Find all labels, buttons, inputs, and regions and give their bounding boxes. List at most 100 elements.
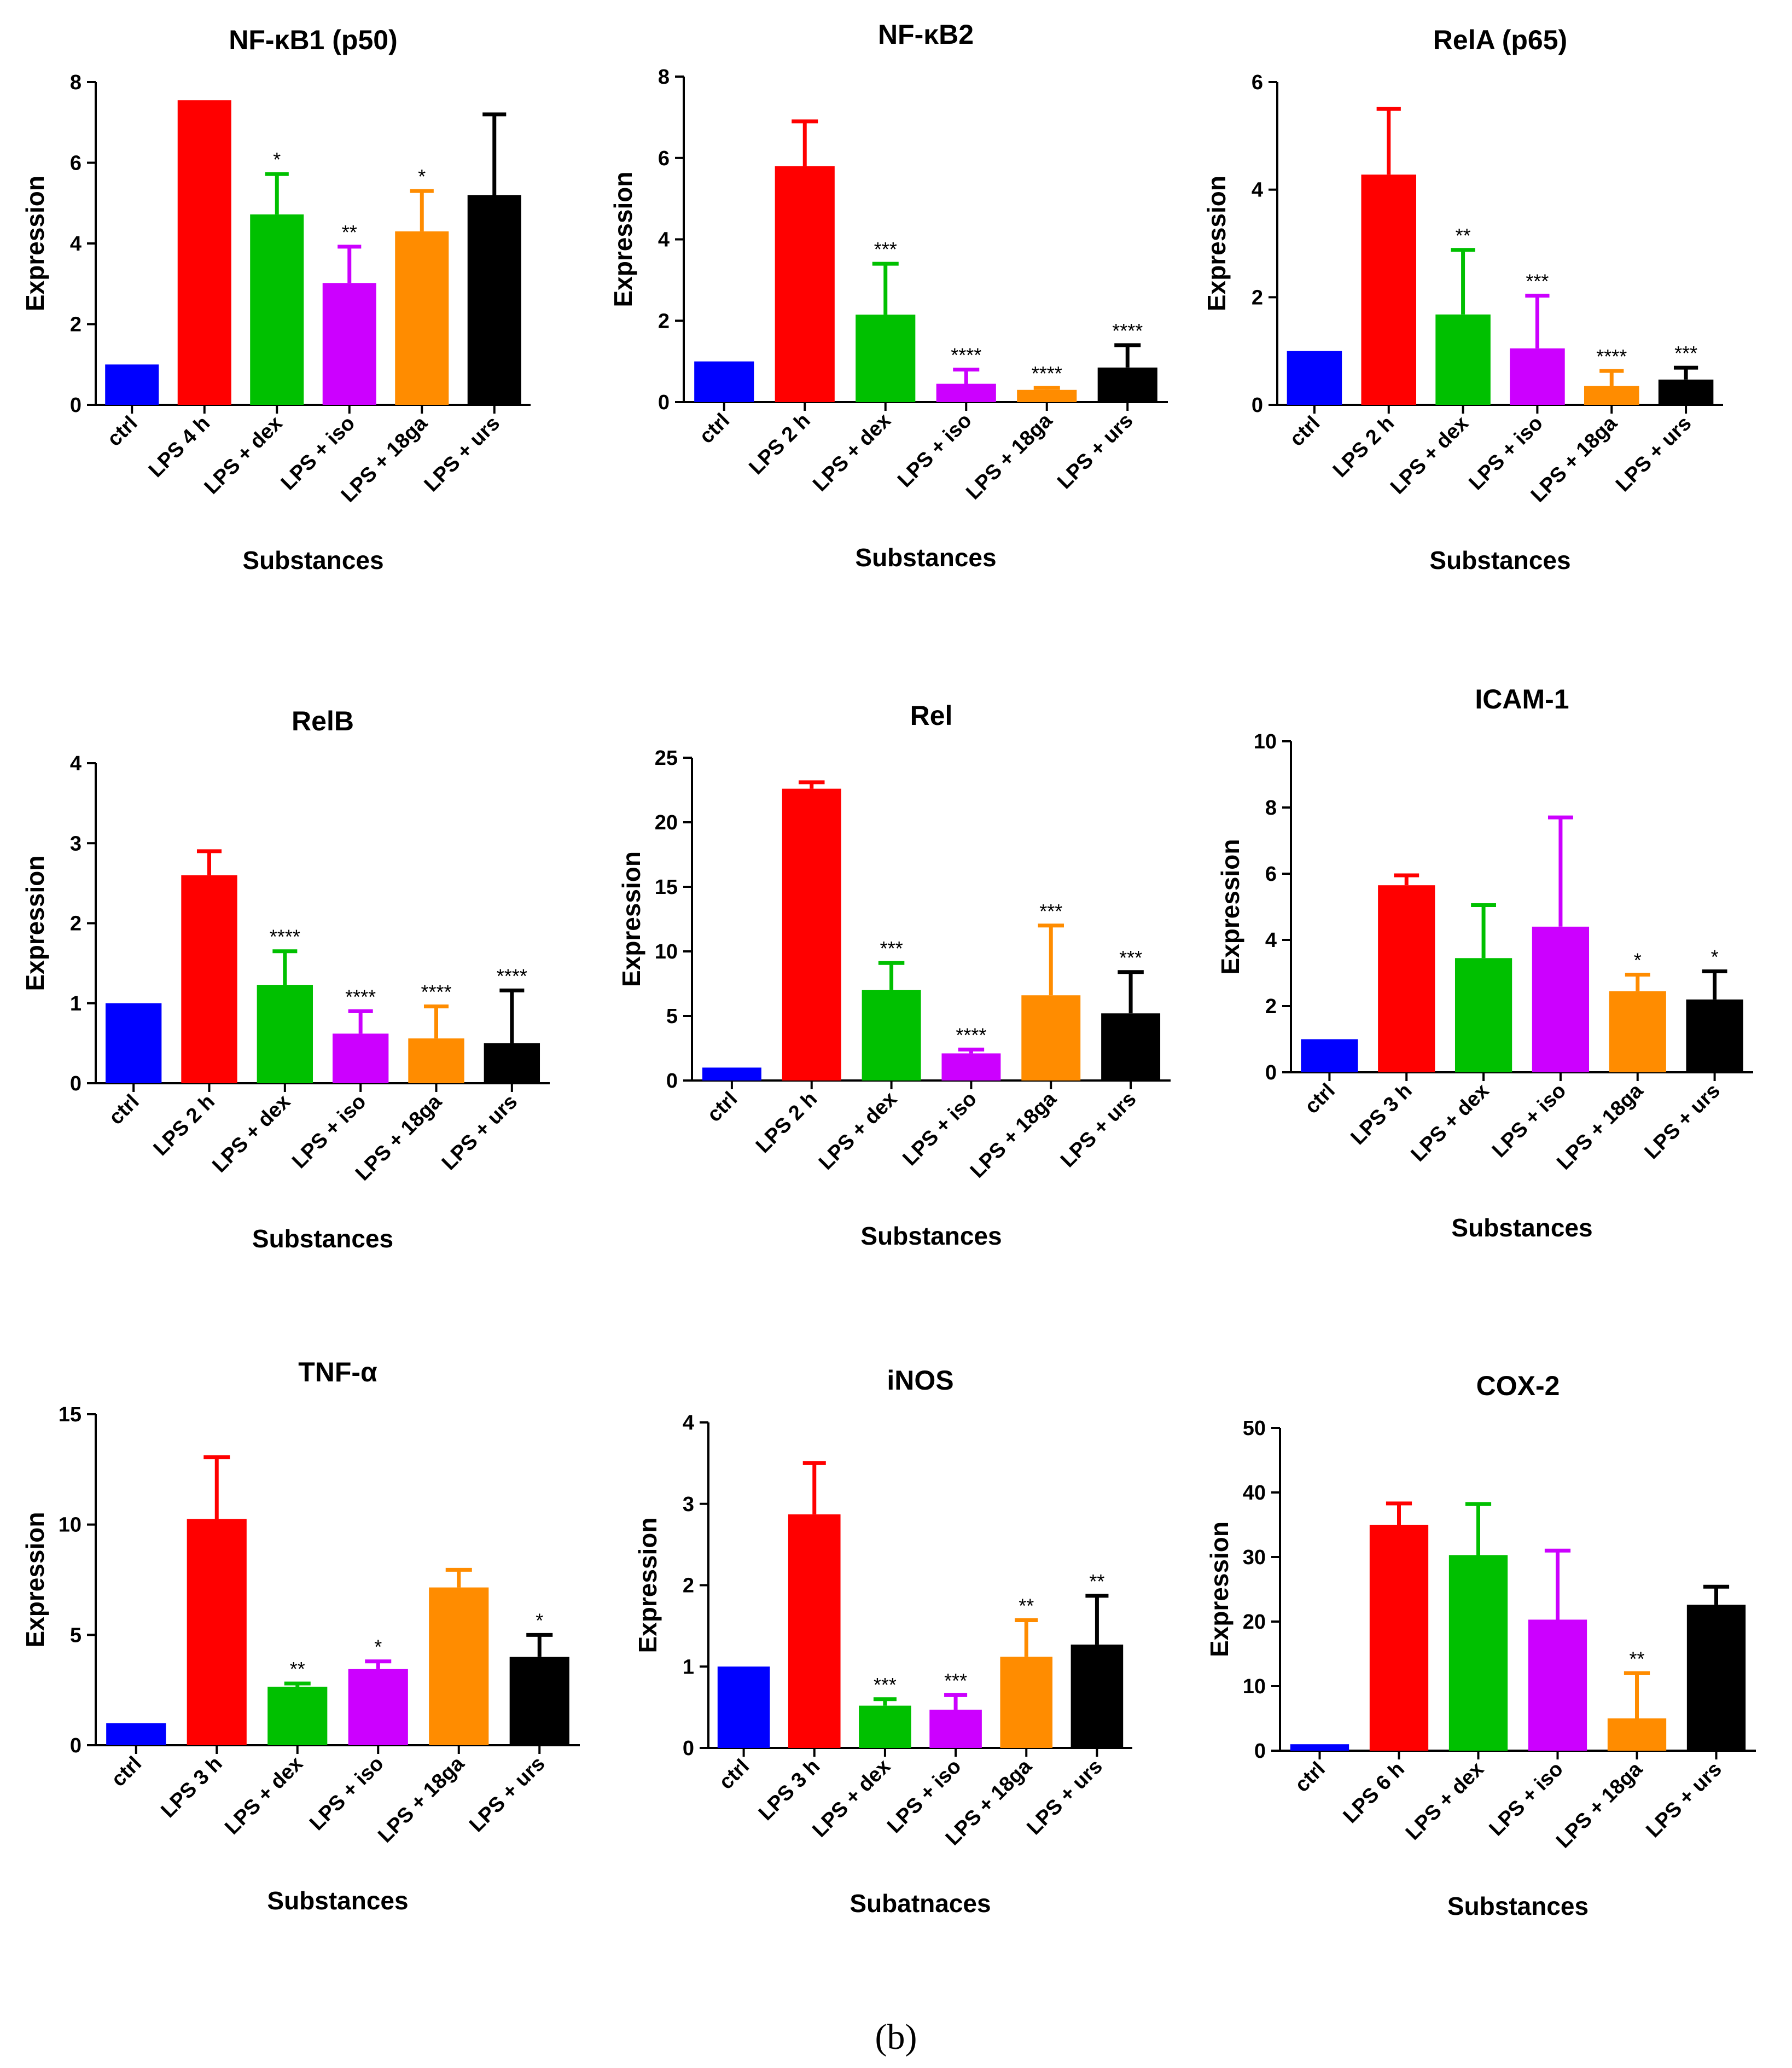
x-axis-label: Substances xyxy=(855,543,996,572)
x-axis-label: Substances xyxy=(242,546,383,574)
significance-label: *** xyxy=(944,1669,967,1692)
bar-lps-4-h xyxy=(177,100,231,405)
chart-panel-2: NF-κB2 0 2 4 6 8 Expression ctrl LPS 2 h *** LPS +… xyxy=(609,19,1168,572)
y-tick-label: 0 xyxy=(683,1737,694,1760)
x-axis-label: Substances xyxy=(860,1222,1002,1250)
bar-lps-iso xyxy=(936,384,996,402)
y-tick-label: 8 xyxy=(658,66,670,89)
y-axis-label: Expression xyxy=(21,1512,49,1648)
y-tick-label: 10 xyxy=(59,1514,82,1537)
chart-panel-1: NF-κB1 (p50) 0 2 4 6 8 Expression ctrl LPS 4 h * L… xyxy=(21,25,531,574)
y-tick-label: 20 xyxy=(1243,1611,1266,1634)
chart-title: COX-2 xyxy=(1476,1370,1560,1401)
bar-lps-18ga xyxy=(429,1587,489,1745)
y-tick-label: 8 xyxy=(70,71,82,94)
bar-lps-18ga xyxy=(1607,1718,1667,1751)
y-tick-label: 25 xyxy=(655,747,678,770)
x-tick-label: LPS + dex xyxy=(1386,412,1473,499)
chart-panel-4: RelB 0 1 2 3 4 Expression ctrl LPS 2 h **** LPS + … xyxy=(21,706,550,1253)
x-tick-label: LPS + iso xyxy=(305,1752,388,1835)
significance-label: **** xyxy=(951,344,981,367)
bar-lps-18ga xyxy=(1017,390,1077,402)
significance-label: *** xyxy=(1119,946,1142,969)
x-tick-label: LPS 2 h xyxy=(752,1088,822,1158)
bar-ctrl xyxy=(702,1067,761,1081)
bar-lps-18ga xyxy=(1584,386,1639,405)
y-axis-label: Expression xyxy=(21,176,49,311)
x-axis-label: Substances xyxy=(1451,1213,1592,1242)
bar-lps-urs xyxy=(509,1657,569,1745)
significance-label: * xyxy=(418,165,426,188)
x-tick-label: LPS 3 h xyxy=(1346,1079,1416,1149)
y-axis-label: Expression xyxy=(617,851,645,987)
bar-ctrl xyxy=(1287,351,1342,405)
x-tick-label: LPS + urs xyxy=(1056,1088,1141,1172)
x-tick-label: LPS + 18ga xyxy=(966,1087,1061,1182)
chart-title: RelA (p65) xyxy=(1433,25,1567,55)
significance-label: ** xyxy=(1019,1594,1034,1617)
bar-lps-iso xyxy=(332,1033,389,1083)
y-tick-label: 6 xyxy=(1265,863,1277,886)
bar-lps-dex xyxy=(1448,1555,1508,1751)
bar-lps-iso xyxy=(929,1710,982,1748)
x-tick-label: LPS + urs xyxy=(438,1090,522,1175)
x-tick-label: ctrl xyxy=(104,1090,144,1130)
y-tick-label: 0 xyxy=(666,1070,678,1093)
y-tick-label: 6 xyxy=(70,152,82,175)
bar-ctrl xyxy=(1290,1744,1349,1751)
x-tick-label: LPS + urs xyxy=(1053,409,1137,493)
x-tick-label: LPS 6 h xyxy=(1339,1758,1409,1828)
y-tick-label: 3 xyxy=(70,832,82,855)
x-tick-label: LPS + dex xyxy=(200,412,287,499)
y-tick-label: 2 xyxy=(658,310,670,333)
bar-ctrl xyxy=(106,1723,166,1745)
bar-lps-18ga xyxy=(1021,995,1081,1081)
bar-ctrl xyxy=(105,1003,162,1083)
chart-title: NF-κB1 (p50) xyxy=(229,25,397,55)
bar-lps-urs xyxy=(1686,1605,1746,1751)
chart-title: ICAM-1 xyxy=(1475,684,1569,714)
y-tick-label: 20 xyxy=(655,811,678,834)
significance-label: ** xyxy=(1629,1647,1644,1670)
chart-panel-3: RelA (p65) 0 2 4 6 Expression ctrl LPS 2 h ** LPS… xyxy=(1202,25,1723,574)
y-tick-label: 0 xyxy=(1254,1740,1266,1763)
x-tick-label: LPS + 18ga xyxy=(1552,1757,1647,1852)
x-tick-label: LPS + urs xyxy=(1611,412,1696,496)
x-tick-label: LPS 3 h xyxy=(754,1755,824,1825)
y-tick-label: 15 xyxy=(59,1403,82,1426)
significance-label: **** xyxy=(1032,362,1062,385)
bar-lps-iso xyxy=(1510,348,1565,405)
x-tick-label: LPS + dex xyxy=(220,1752,307,1839)
x-axis-label: Subatnaces xyxy=(850,1889,991,1918)
bar-ctrl xyxy=(717,1666,770,1748)
bar-ctrl xyxy=(694,361,754,402)
bar-lps-dex xyxy=(1435,314,1491,405)
bar-lps-dex xyxy=(862,990,921,1081)
y-tick-label: 4 xyxy=(683,1411,694,1434)
x-tick-label: LPS + dex xyxy=(208,1090,295,1177)
bar-lps-2-h xyxy=(1361,175,1417,405)
x-tick-label: LPS + dex xyxy=(808,409,895,496)
bar-ctrl xyxy=(105,364,159,405)
significance-label: ** xyxy=(290,1658,305,1680)
bar-lps-urs xyxy=(1097,367,1157,402)
x-axis-label: Substances xyxy=(1447,1892,1589,1920)
bar-lps-iso xyxy=(322,283,376,405)
y-tick-label: 40 xyxy=(1243,1482,1266,1504)
y-axis-label: Expression xyxy=(1202,176,1231,311)
x-tick-label: LPS + dex xyxy=(1401,1758,1488,1845)
x-tick-label: ctrl xyxy=(714,1755,754,1794)
y-axis-label: Expression xyxy=(609,172,637,307)
x-tick-label: ctrl xyxy=(103,412,142,451)
y-tick-label: 2 xyxy=(70,913,82,936)
bar-lps-dex xyxy=(859,1705,911,1748)
x-tick-label: LPS + iso xyxy=(893,409,976,492)
x-axis-label: Substances xyxy=(1429,546,1570,574)
x-tick-label: LPS + iso xyxy=(1485,1758,1567,1840)
x-tick-label: LPS + 18ga xyxy=(962,409,1057,504)
y-tick-label: 0 xyxy=(70,1734,82,1757)
bar-lps-urs xyxy=(484,1043,540,1083)
